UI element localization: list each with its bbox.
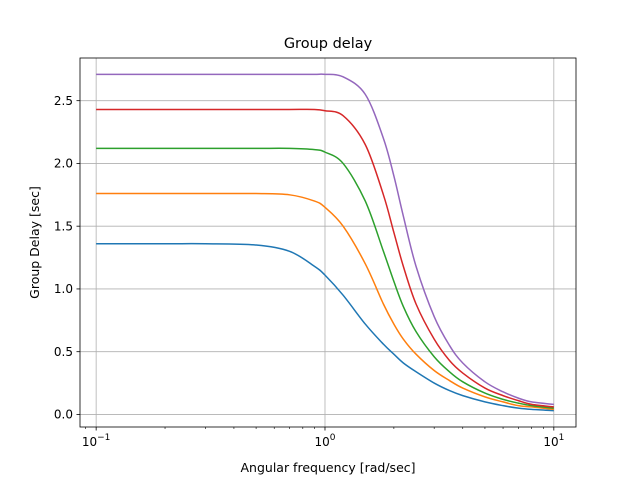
series-line-3 (96, 147, 554, 409)
series-line-1 (96, 242, 554, 412)
x-tick-label: 10−1 (82, 433, 111, 449)
axis-ticks: 10−1 100 101 0.0 0.5 1.0 1.5 2.0 2.5 (54, 94, 564, 449)
y-tick-label: 0.5 (54, 345, 73, 359)
x-axis-label: Angular frequency [rad/sec] (240, 460, 415, 475)
y-axis-label: Group Delay [sec] (27, 186, 42, 299)
y-tick-label: 2.5 (54, 94, 73, 108)
y-tick-label: 1.5 (54, 219, 73, 233)
x-tick-label: 101 (543, 433, 564, 449)
series-line-4 (96, 108, 554, 408)
y-tick-label: 0.0 (54, 408, 73, 422)
grid (80, 58, 576, 427)
plot-lines (96, 73, 554, 412)
axes-frame (79, 57, 577, 428)
x-tick-label: 100 (314, 433, 335, 449)
y-tick-label: 1.0 (54, 282, 73, 296)
series-line-2 (96, 192, 554, 411)
chart-title: Group delay (284, 36, 373, 52)
series-line-5 (96, 73, 554, 406)
y-tick-label: 2.0 (54, 157, 73, 171)
